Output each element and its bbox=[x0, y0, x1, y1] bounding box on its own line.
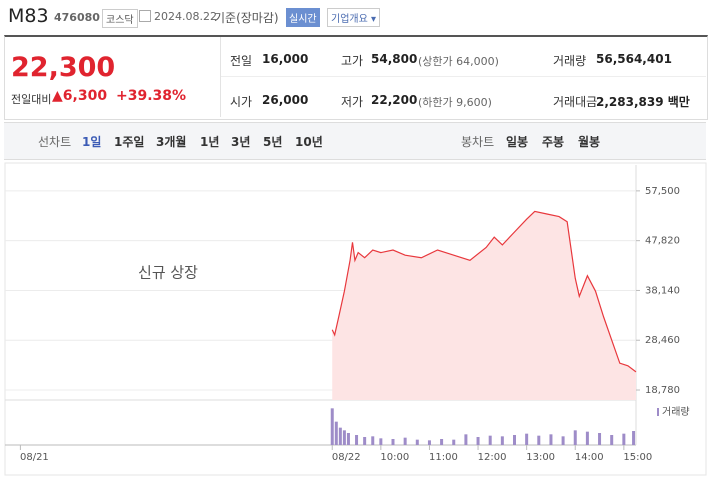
change-value: 6,300 bbox=[62, 88, 108, 104]
volume-bar bbox=[476, 437, 480, 445]
volume-bar bbox=[334, 421, 338, 445]
volume-bar bbox=[585, 431, 589, 445]
volume-bar bbox=[573, 430, 577, 445]
stock-name: M83 bbox=[8, 5, 49, 27]
tab[interactable]: 1주일 bbox=[114, 135, 145, 149]
company-label: 기업개요 bbox=[331, 14, 368, 25]
volume-bar bbox=[610, 435, 614, 445]
tab[interactable]: 주봉 bbox=[542, 135, 565, 149]
x-tick-label: 08/22 bbox=[332, 452, 361, 463]
change-rate: +39.38% bbox=[116, 88, 187, 104]
volume-bar bbox=[403, 437, 407, 445]
legend-label: 거래량 bbox=[662, 406, 690, 418]
x-tick-label: 08/21 bbox=[20, 452, 49, 463]
volume-bar bbox=[415, 439, 419, 445]
x-tick-label: 12:00 bbox=[478, 452, 507, 463]
x-tick-label: 10:00 bbox=[380, 452, 409, 463]
volume-bar bbox=[452, 439, 456, 445]
divider bbox=[220, 37, 221, 117]
tab[interactable]: 월봉 bbox=[578, 135, 601, 149]
volume-bar bbox=[464, 434, 468, 445]
x-tick-label: 15:00 bbox=[623, 452, 652, 463]
item-value: 56,564,401 bbox=[596, 52, 672, 66]
tab[interactable]: 일봉 bbox=[506, 135, 529, 149]
item-value: 26,000 bbox=[262, 93, 309, 107]
annotation: 신규 상장 bbox=[138, 264, 198, 282]
volume-bar bbox=[561, 436, 565, 445]
x-tick-label: 11:00 bbox=[429, 452, 458, 463]
tab[interactable]: 5년 bbox=[263, 135, 283, 149]
legend-icon bbox=[657, 408, 659, 416]
volume-bar bbox=[440, 439, 444, 445]
y-tick-label: 57,500 bbox=[645, 186, 680, 197]
item-note: (상한가 64,000) bbox=[418, 55, 499, 68]
price-line bbox=[331, 210, 637, 373]
volume-bar bbox=[355, 435, 359, 445]
volume-bar bbox=[500, 436, 504, 445]
item-value: 16,000 bbox=[262, 52, 309, 66]
summary-box bbox=[4, 35, 708, 120]
volume-bar bbox=[379, 438, 383, 445]
tab[interactable]: 3년 bbox=[231, 135, 251, 149]
item-value: 54,800 bbox=[371, 52, 418, 66]
x-tick-label: 14:00 bbox=[575, 452, 604, 463]
date: 2024.08.22 bbox=[154, 10, 217, 23]
volume-bar bbox=[549, 434, 553, 445]
y-tick-label: 28,460 bbox=[645, 335, 680, 346]
volume-bar bbox=[622, 433, 626, 445]
change-label: 전일대비 bbox=[11, 93, 52, 106]
tab-bar bbox=[4, 122, 706, 160]
y-tick-label: 47,820 bbox=[645, 236, 680, 247]
item-label: 시가 bbox=[230, 95, 253, 109]
current-price: 22,300 bbox=[11, 52, 116, 83]
tab-label: 선차트 bbox=[38, 135, 72, 149]
volume-bar bbox=[525, 433, 529, 445]
volume-bar bbox=[598, 433, 602, 445]
company-dropdown[interactable]: 기업개요 ▾ bbox=[327, 8, 381, 27]
item-label: 거래대금 bbox=[553, 95, 598, 109]
volume-bar bbox=[391, 439, 395, 445]
realtime-button[interactable]: 실시간 bbox=[286, 8, 320, 27]
volume-bar bbox=[371, 436, 375, 445]
volume-bar bbox=[338, 427, 342, 445]
item-label: 거래량 bbox=[553, 54, 587, 68]
volume-bar bbox=[427, 440, 431, 445]
change: ▲6,300 bbox=[52, 88, 108, 104]
volume-bar bbox=[632, 431, 636, 445]
volume-bar bbox=[342, 430, 346, 445]
volume-bar bbox=[488, 435, 492, 445]
item-label: 전일 bbox=[230, 54, 253, 68]
y-tick-label: 18,780 bbox=[645, 385, 680, 396]
item-note: (하한가 9,600) bbox=[418, 96, 492, 109]
calendar-icon bbox=[139, 10, 151, 22]
tab[interactable]: 1일 bbox=[82, 135, 102, 149]
tab[interactable]: 1년 bbox=[200, 135, 220, 149]
volume-bar bbox=[537, 435, 541, 445]
tab[interactable]: 3개월 bbox=[156, 135, 187, 149]
tab-label: 봉차트 bbox=[461, 135, 495, 149]
volume-bar bbox=[512, 435, 516, 445]
volume-bar bbox=[330, 408, 334, 445]
y-tick-label: 38,140 bbox=[645, 285, 680, 296]
volume-bar bbox=[346, 433, 350, 445]
basis: 기준(장마감) bbox=[214, 11, 279, 25]
item-label: 고가 bbox=[341, 54, 364, 68]
item-value: 22,200 bbox=[371, 93, 418, 107]
tab[interactable]: 10년 bbox=[295, 135, 323, 149]
x-tick-label: 13:00 bbox=[526, 452, 555, 463]
stock-code: 476080 bbox=[54, 11, 100, 24]
price-area bbox=[332, 211, 636, 400]
row-divider bbox=[221, 76, 706, 77]
item-value: 2,283,839 백만 bbox=[596, 95, 690, 109]
market-badge: 코스닥 bbox=[102, 9, 138, 28]
chart-frame bbox=[4, 162, 707, 476]
volume-bar bbox=[363, 437, 367, 445]
item-label: 저가 bbox=[341, 95, 364, 109]
